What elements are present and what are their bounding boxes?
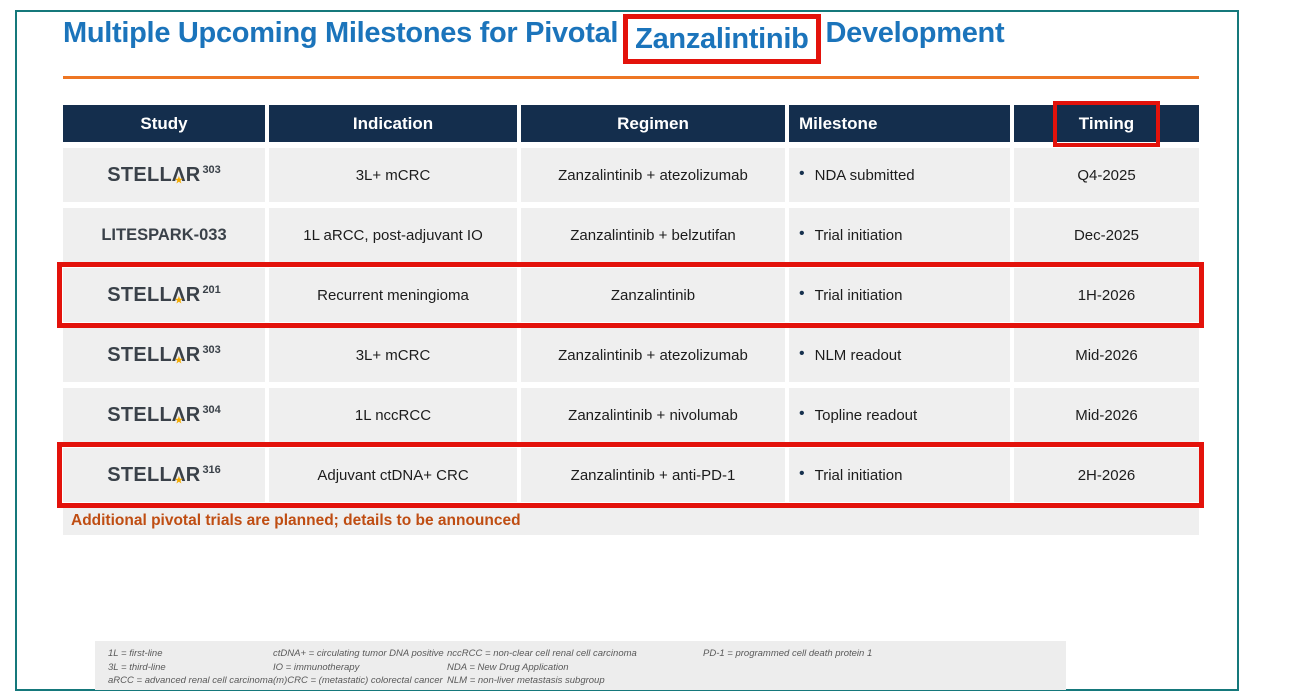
- stellar-text: STELL: [107, 463, 173, 486]
- regimen-cell: Zanzalintinib + anti-PD-1: [521, 448, 785, 502]
- study-cell: STELLΛ ★ R 303: [63, 328, 265, 382]
- title-text-pre: Multiple Upcoming Milestones for Pivotal: [63, 17, 619, 49]
- column-header-milestone: Milestone: [789, 105, 1010, 142]
- milestone-text: Trial initiation: [814, 226, 903, 244]
- milestone-cell: Trial initiation: [789, 448, 1010, 502]
- column-header-timing: Timing: [1014, 100, 1199, 147]
- footnote-column-4: PD-1 = programmed cell death protein 1: [703, 647, 872, 661]
- title-highlight-word: Zanzalintinib: [635, 23, 809, 55]
- indication-cell: Recurrent meningioma: [269, 268, 517, 322]
- stellar-text: R: [185, 343, 201, 366]
- stellar-a-mark: Λ ★: [172, 403, 186, 426]
- study-superscript: 201: [202, 283, 221, 296]
- milestone-text: Trial initiation: [814, 286, 903, 304]
- regimen-cell: Zanzalintinib + nivolumab: [521, 388, 785, 442]
- milestone-text: Topline readout: [814, 406, 918, 424]
- milestone-cell: Trial initiation: [789, 208, 1010, 262]
- study-cell: STELLΛ ★ R 201: [63, 268, 265, 322]
- stellar-text: R: [185, 283, 201, 306]
- regimen-cell: Zanzalintinib + atezolizumab: [521, 148, 785, 202]
- timing-cell: Mid-2026: [1014, 388, 1199, 442]
- column-header-indication: Indication: [269, 105, 517, 142]
- footnote-line: nccRCC = non-clear cell renal cell carci…: [447, 648, 637, 659]
- timing-cell: 1H-2026: [1014, 268, 1199, 322]
- title-text-post: Development: [825, 17, 1005, 49]
- stellar-a-mark: Λ ★: [172, 343, 186, 366]
- stellar-text: STELL: [107, 163, 173, 186]
- milestone-cell: Topline readout: [789, 388, 1010, 442]
- stellar-text: STELL: [107, 343, 173, 366]
- regimen-cell: Zanzalintinib + belzutifan: [521, 208, 785, 262]
- star-icon: ★: [174, 294, 183, 305]
- footnote-line: ctDNA+ = circulating tumor DNA positive: [273, 648, 444, 659]
- title-highlight-box: Zanzalintinib: [623, 14, 821, 64]
- footnote-line: 1L = first-line: [108, 648, 163, 659]
- timing-cell: Q4-2025: [1014, 148, 1199, 202]
- indication-cell: 3L+ mCRC: [269, 328, 517, 382]
- milestone-text: NDA submitted: [814, 166, 915, 184]
- star-icon: ★: [174, 354, 183, 365]
- footnote-line: PD-1 = programmed cell death protein 1: [703, 648, 873, 659]
- milestone-cell: NLM readout: [789, 328, 1010, 382]
- milestone-cell: Trial initiation: [789, 268, 1010, 322]
- regimen-cell: Zanzalintinib + atezolizumab: [521, 328, 785, 382]
- stellar-a-mark: Λ ★: [172, 163, 186, 186]
- footnote-box: 1L = first-line 3L = third-line aRCC = a…: [95, 641, 1066, 690]
- stellar-logo: STELLΛ ★ R 201: [107, 284, 221, 307]
- timing-cell: Mid-2026: [1014, 328, 1199, 382]
- study-cell: STELLΛ ★ R 316: [63, 448, 265, 502]
- footnote-line: 3L = third-line: [108, 661, 166, 673]
- milestone-cell: NDA submitted: [789, 148, 1010, 202]
- footnote-line: aRCC = advanced renal cell carcinoma: [108, 675, 274, 686]
- regimen-cell: Zanzalintinib: [521, 268, 785, 322]
- indication-cell: 1L aRCC, post-adjuvant IO: [269, 208, 517, 262]
- column-header-study: Study: [63, 105, 265, 142]
- stellar-text: R: [185, 463, 201, 486]
- study-superscript: 303: [202, 343, 221, 356]
- milestones-table: Study Indication Regimen Milestone Timin…: [63, 100, 1199, 502]
- page-title: Multiple Upcoming Milestones for Pivotal…: [63, 14, 1213, 64]
- timing-highlight-box: Timing: [1052, 100, 1161, 147]
- stellar-logo: STELLΛ ★ R 303: [107, 344, 221, 367]
- footnote-line: NDA = New Drug Application: [447, 661, 569, 673]
- stellar-logo: STELLΛ ★ R 303: [107, 164, 221, 187]
- note-band: Additional pivotal trials are planned; d…: [63, 507, 1199, 535]
- study-cell: LITESPARK-033: [63, 208, 265, 262]
- footnote-line: NLM = non-liver metastasis subgroup: [447, 675, 605, 686]
- stellar-text: R: [185, 163, 201, 186]
- indication-cell: 3L+ mCRC: [269, 148, 517, 202]
- footnote-column-2: ctDNA+ = circulating tumor DNA positive …: [273, 647, 444, 688]
- indication-cell: 1L nccRCC: [269, 388, 517, 442]
- stellar-text: STELL: [107, 403, 173, 426]
- additional-trials-note: Additional pivotal trials are planned; d…: [71, 512, 521, 529]
- milestone-text: NLM readout: [814, 346, 902, 364]
- stellar-a-mark: Λ ★: [172, 463, 186, 486]
- study-superscript: 303: [202, 163, 221, 176]
- footnote-line: IO = immunotherapy: [273, 661, 360, 673]
- footnote-column-1: 1L = first-line 3L = third-line aRCC = a…: [108, 647, 273, 688]
- timing-header-label: Timing: [1078, 113, 1135, 133]
- litespark-study-label: LITESPARK-033: [101, 225, 227, 244]
- milestone-text: Trial initiation: [814, 466, 903, 484]
- stellar-logo: STELLΛ ★ R 316: [107, 464, 221, 487]
- study-superscript: 304: [202, 403, 221, 416]
- stellar-text: R: [185, 403, 201, 426]
- timing-cell: Dec-2025: [1014, 208, 1199, 262]
- indication-cell: Adjuvant ctDNA+ CRC: [269, 448, 517, 502]
- study-cell: STELLΛ ★ R 303: [63, 148, 265, 202]
- study-superscript: 316: [202, 463, 221, 476]
- title-divider: [63, 76, 1199, 79]
- star-icon: ★: [174, 174, 183, 185]
- footnote-column-3: nccRCC = non-clear cell renal cell carci…: [447, 647, 637, 688]
- column-header-regimen: Regimen: [521, 105, 785, 142]
- stellar-logo: STELLΛ ★ R 304: [107, 404, 221, 427]
- timing-cell: 2H-2026: [1014, 448, 1199, 502]
- study-cell: STELLΛ ★ R 304: [63, 388, 265, 442]
- star-icon: ★: [174, 474, 183, 485]
- stellar-a-mark: Λ ★: [172, 283, 186, 306]
- footnote-line: (m)CRC = (metastatic) colorectal cancer: [273, 675, 443, 686]
- stellar-text: STELL: [107, 283, 173, 306]
- star-icon: ★: [174, 414, 183, 425]
